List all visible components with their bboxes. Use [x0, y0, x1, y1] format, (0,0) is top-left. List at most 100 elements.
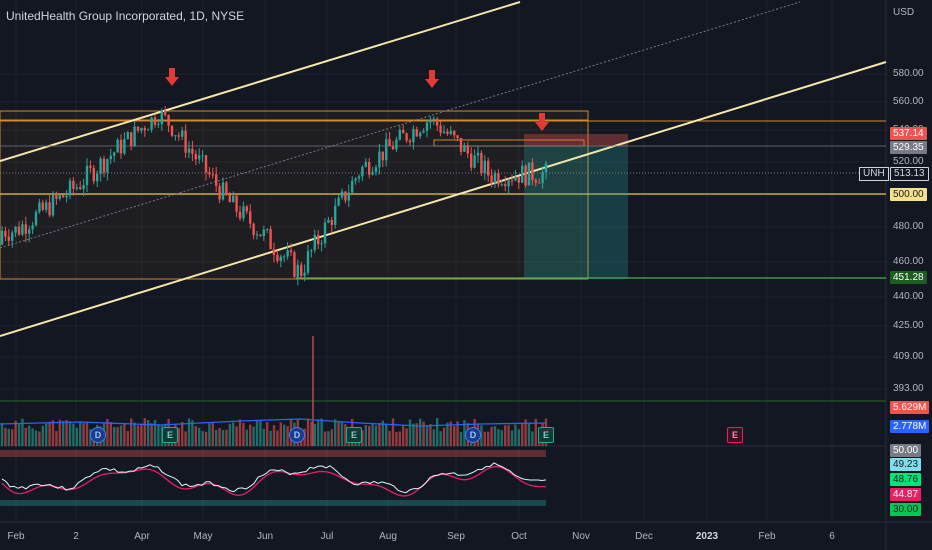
volume-bar [232, 422, 235, 446]
volume-bar [330, 429, 333, 446]
volume-bar [143, 418, 146, 446]
time-axis-label: May [193, 531, 213, 542]
candle [272, 249, 276, 255]
candle [487, 160, 490, 176]
volume-bar [425, 426, 429, 446]
candle [385, 139, 388, 161]
volume-bar [68, 421, 72, 446]
volume-bar [262, 428, 265, 446]
down-arrow-icon [425, 70, 439, 88]
volume-bar [211, 421, 214, 446]
candle [201, 155, 204, 157]
volume-bar [405, 428, 408, 446]
candle [235, 195, 238, 212]
future-earnings-marker[interactable]: E [727, 427, 743, 443]
volume-bar [28, 425, 31, 446]
candle [439, 125, 442, 133]
osc-slow-line [1, 466, 547, 497]
volume-bar [0, 422, 4, 446]
down-arrow-icon [165, 68, 179, 86]
candle [337, 197, 340, 206]
earnings-marker[interactable]: E [162, 427, 178, 443]
volume-ma-line [0, 418, 547, 427]
candle [381, 151, 384, 161]
time-axis-label: Jul [320, 531, 334, 542]
channel-upper-line [0, 1, 521, 162]
candle [510, 180, 514, 182]
candle [130, 132, 133, 146]
dividend-marker[interactable]: D [465, 427, 481, 443]
candle [463, 145, 466, 152]
volume-bar [361, 430, 364, 446]
candle [306, 251, 310, 273]
price-axis-label: 393.00 [893, 383, 924, 394]
candle [133, 126, 136, 146]
candle [402, 129, 405, 134]
volume-bar [378, 422, 381, 446]
volume-bar [153, 420, 157, 446]
volume-bar [453, 426, 456, 446]
volume-bar [4, 427, 7, 446]
volume-bar [130, 418, 133, 446]
position-reward-zone [524, 146, 628, 279]
volume-bar [286, 426, 289, 446]
candle [228, 194, 231, 203]
candle [150, 117, 153, 130]
volume-bar [123, 423, 126, 446]
candle [544, 163, 548, 173]
earnings-marker[interactable]: E [538, 427, 554, 443]
candle [21, 224, 24, 235]
candle [524, 165, 527, 186]
chart-title: UnitedHealth Group Incorporated, 1D, NYS… [6, 9, 245, 23]
volume-bar [140, 423, 143, 446]
volume-bar [218, 427, 221, 446]
volume-bar [201, 431, 204, 446]
price-axis-label: 440.00 [893, 291, 924, 302]
volume-bar [85, 421, 89, 446]
osc-overbought-band [0, 450, 546, 457]
candle [293, 252, 296, 277]
candle [266, 229, 269, 231]
candle [415, 129, 418, 137]
candle [174, 135, 177, 137]
candle [242, 206, 245, 219]
volume-bar [150, 423, 153, 446]
candle [408, 140, 412, 143]
volume-tag: 5.629M [890, 401, 930, 414]
candle [255, 234, 259, 236]
volume-bar [82, 423, 85, 446]
volume-bar [215, 429, 218, 446]
dividend-marker[interactable]: D [90, 427, 106, 443]
volume-bar [371, 423, 374, 446]
volume-bar [75, 427, 78, 446]
candle [41, 202, 44, 210]
candle [303, 272, 306, 276]
candle [92, 167, 95, 182]
volume-bar [147, 420, 150, 446]
volume-bar [327, 431, 330, 446]
candle [106, 159, 109, 173]
candle [388, 139, 391, 147]
earnings-marker[interactable]: E [346, 427, 362, 443]
dividend-marker[interactable]: D [289, 427, 305, 443]
candle [7, 236, 10, 241]
time-axis-label: Nov [572, 531, 590, 542]
volume-bar [368, 425, 371, 446]
candle [405, 133, 408, 141]
time-axis-label: 6 [829, 531, 835, 542]
candle [79, 187, 82, 189]
candle [167, 114, 170, 126]
candle [14, 226, 17, 233]
volume-bar [487, 431, 490, 446]
candle [170, 125, 174, 136]
candle [24, 224, 27, 234]
volume-bar [323, 431, 327, 446]
candle [351, 180, 354, 193]
volume-bar [439, 431, 442, 446]
volume-bar [221, 429, 225, 446]
volume-bar [398, 431, 401, 446]
candle [300, 264, 303, 276]
candle [456, 135, 459, 138]
